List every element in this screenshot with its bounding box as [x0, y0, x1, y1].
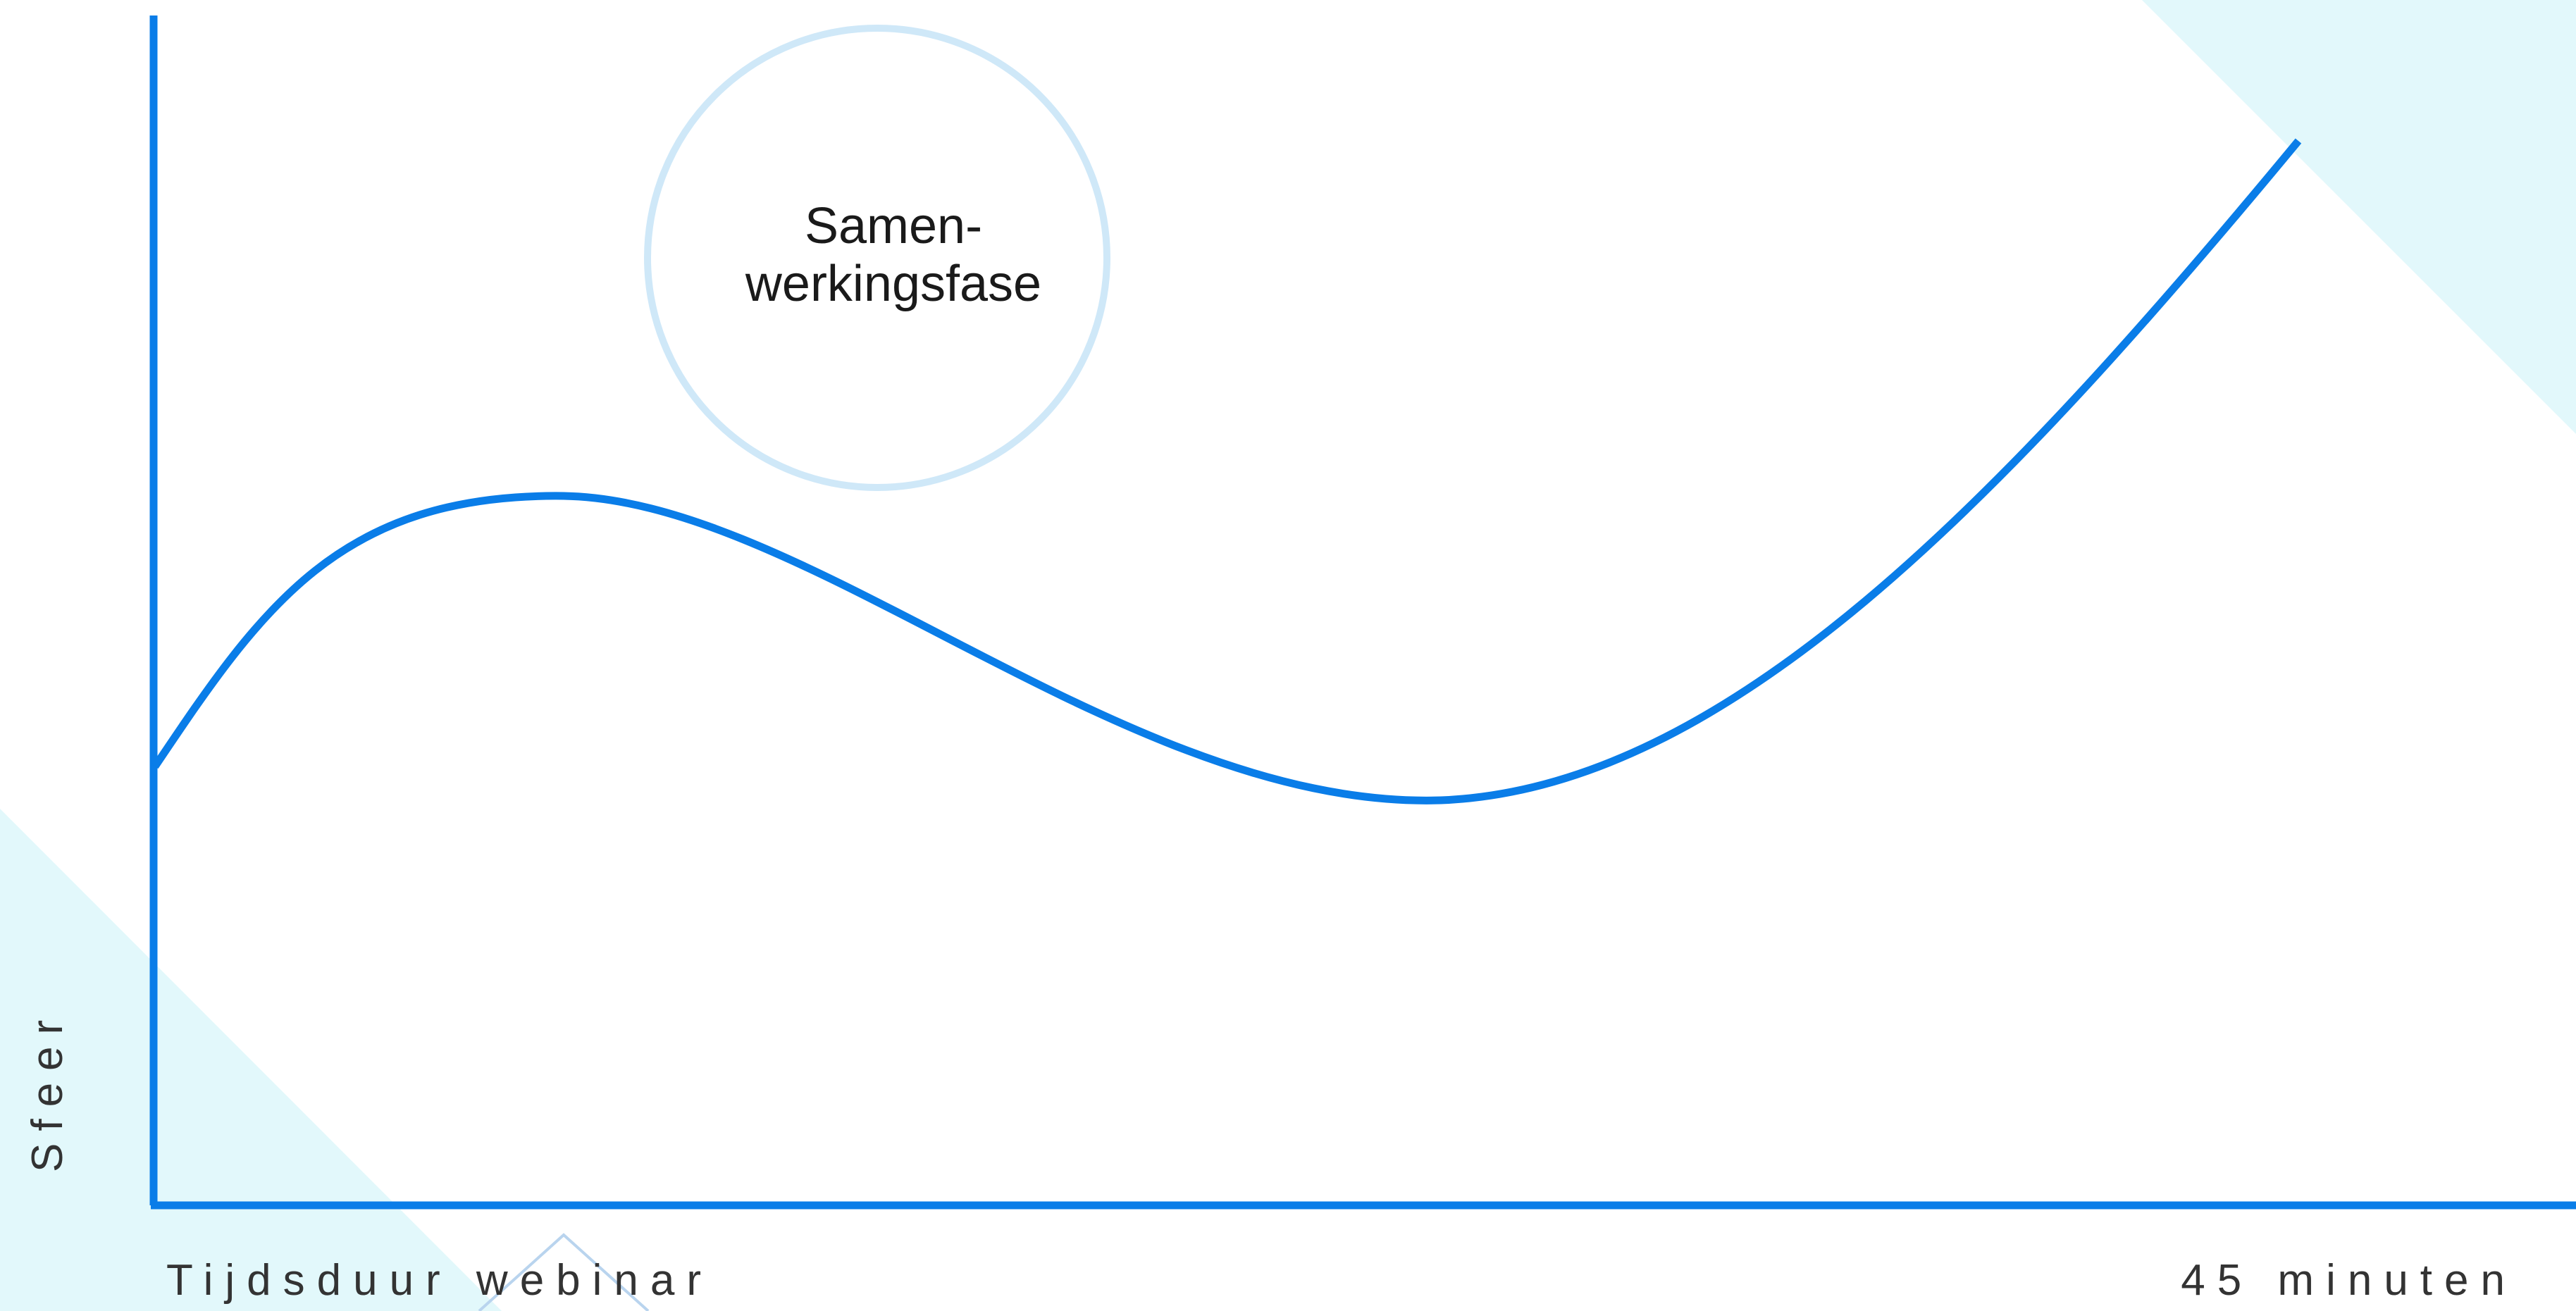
phase-bubble-line2: werkingsfase [745, 256, 1042, 312]
background-triangle-bottom-left [0, 809, 502, 1311]
chevron-up-icon [478, 1233, 650, 1311]
background-triangle-top-right [2142, 0, 2576, 434]
y-axis-label: Sfeer [23, 1007, 72, 1172]
x-axis-end-label: 45 minuten [2181, 1256, 2517, 1305]
phase-bubble-line1: Samen- [804, 198, 983, 254]
x-axis-label: Tijdsduur webinar [166, 1256, 714, 1305]
mood-curve [151, 138, 2302, 804]
phase-bubble-label: Samen- werkingsfase [735, 197, 1052, 313]
phase-bubble [644, 25, 1110, 491]
